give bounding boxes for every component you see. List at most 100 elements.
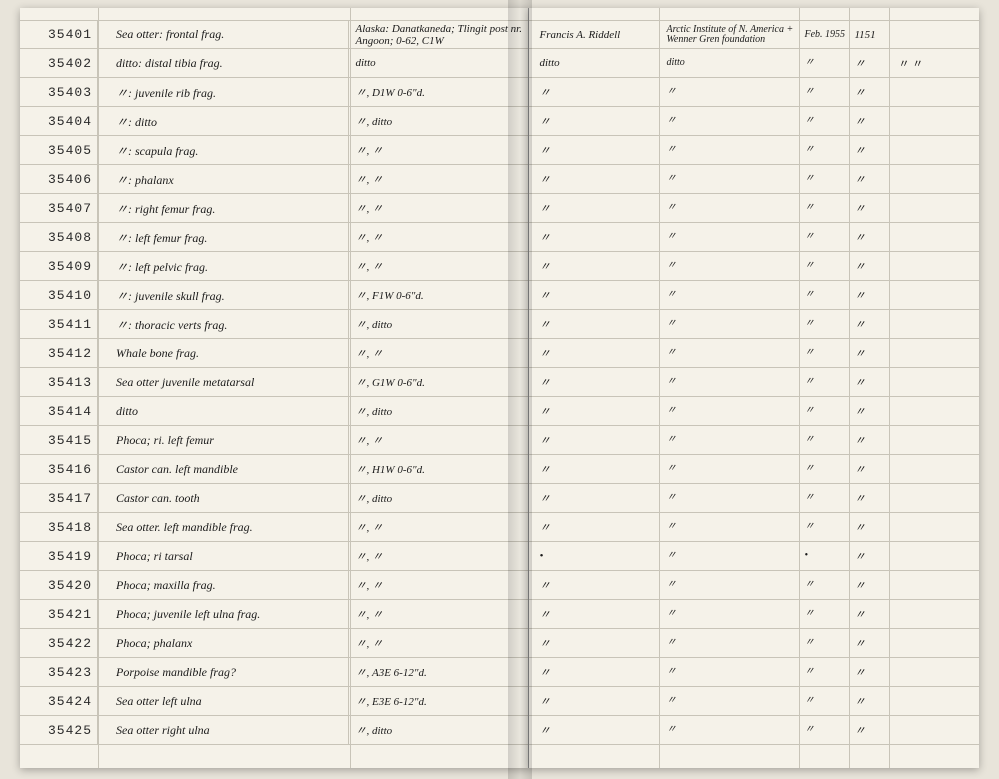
ledger-row: 〃〃〃〃 <box>529 484 979 513</box>
catalog-number: 〃 <box>849 194 889 222</box>
specimen-id: 35420 <box>20 571 98 599</box>
ledger-row: 35410〃: juvenile skull frag.〃, F1W 0-6"d… <box>20 281 528 310</box>
catalog-number: 〃 <box>849 513 889 541</box>
ledger-row: 35418Sea otter. left mandible frag.〃, 〃 <box>20 513 528 542</box>
collector: 〃 <box>529 455 659 483</box>
specimen-description: Sea otter: frontal frag. <box>98 21 348 48</box>
ledger-row: 35412Whale bone frag.〃, 〃 <box>20 339 528 368</box>
locality: 〃, 〃 <box>348 339 528 367</box>
ledger-row: 〃〃〃〃 <box>529 107 979 136</box>
remarks <box>889 78 949 106</box>
ledger-row: 〃〃〃〃 <box>529 397 979 426</box>
date: 〃 <box>799 78 849 106</box>
ledger-row: 35417Castor can. tooth〃, ditto <box>20 484 528 513</box>
date: 〃 <box>799 600 849 628</box>
ledger-row: Francis A. RiddellArctic Institute of N.… <box>529 20 979 49</box>
right-rows: Francis A. RiddellArctic Institute of N.… <box>529 8 979 745</box>
specimen-description: ditto: distal tibia frag. <box>98 49 348 77</box>
date: 〃 <box>799 281 849 309</box>
ledger-row: 〃〃〃〃 <box>529 455 979 484</box>
institution: 〃 <box>659 513 799 541</box>
catalog-number: 〃 <box>849 281 889 309</box>
remarks <box>889 223 949 251</box>
remarks <box>889 165 949 193</box>
remarks <box>889 600 949 628</box>
specimen-id: 35412 <box>20 339 98 367</box>
catalog-number: 〃 <box>849 397 889 425</box>
catalog-number: 〃 <box>849 426 889 454</box>
collector: 〃 <box>529 397 659 425</box>
date: 〃 <box>799 658 849 686</box>
ledger-row: 35405〃: scapula frag.〃, 〃 <box>20 136 528 165</box>
date: 〃 <box>799 571 849 599</box>
collector: 〃 <box>529 513 659 541</box>
catalog-number: 1151 <box>849 21 889 48</box>
catalog-number: 〃 <box>849 571 889 599</box>
specimen-id: 35408 <box>20 223 98 251</box>
specimen-id: 35403 <box>20 78 98 106</box>
institution: 〃 <box>659 397 799 425</box>
catalog-number: 〃 <box>849 78 889 106</box>
catalog-number: 〃 <box>849 600 889 628</box>
specimen-id: 35401 <box>20 21 98 48</box>
ledger-row: 35404〃: ditto〃, ditto <box>20 107 528 136</box>
ledger-row: 35425Sea otter right ulna〃, ditto <box>20 716 528 745</box>
institution: 〃 <box>659 629 799 657</box>
specimen-description: Sea otter left ulna <box>98 687 348 715</box>
ledger-row: 〃〃〃〃 <box>529 165 979 194</box>
specimen-id: 35419 <box>20 542 98 570</box>
specimen-description: Phoca; juvenile left ulna frag. <box>98 600 348 628</box>
catalog-number: 〃 <box>849 49 889 77</box>
institution: 〃 <box>659 339 799 367</box>
date: • <box>799 542 849 570</box>
remarks <box>889 107 949 135</box>
specimen-description: Porpoise mandible frag? <box>98 658 348 686</box>
institution: 〃 <box>659 687 799 715</box>
ledger-row: 〃〃〃〃 <box>529 426 979 455</box>
date: 〃 <box>799 426 849 454</box>
locality: 〃, A3E 6-12"d. <box>348 658 528 686</box>
institution: 〃 <box>659 194 799 222</box>
ledger-row: 35411〃: thoracic verts frag.〃, ditto <box>20 310 528 339</box>
specimen-description: 〃: ditto <box>98 107 348 135</box>
specimen-description: Sea otter. left mandible frag. <box>98 513 348 541</box>
date: 〃 <box>799 687 849 715</box>
ledger-row: 〃〃〃〃 <box>529 339 979 368</box>
right-page: Francis A. RiddellArctic Institute of N.… <box>529 8 979 768</box>
date: 〃 <box>799 455 849 483</box>
locality: 〃, ditto <box>348 397 528 425</box>
ledger-row: 〃〃〃〃 <box>529 600 979 629</box>
collector: 〃 <box>529 310 659 338</box>
institution: 〃 <box>659 136 799 164</box>
specimen-id: 35423 <box>20 658 98 686</box>
date: 〃 <box>799 368 849 396</box>
date: 〃 <box>799 107 849 135</box>
ledger-row: 35419Phoca; ri tarsal〃, 〃 <box>20 542 528 571</box>
ledger-row: 〃〃〃〃 <box>529 716 979 745</box>
collector: 〃 <box>529 281 659 309</box>
specimen-description: Sea otter right ulna <box>98 716 348 744</box>
remarks <box>889 542 949 570</box>
book-spine <box>508 0 532 779</box>
catalog-number: 〃 <box>849 252 889 280</box>
institution: 〃 <box>659 310 799 338</box>
remarks <box>889 658 949 686</box>
collector: 〃 <box>529 629 659 657</box>
ledger-row: 35415Phoca; ri. left femur〃, 〃 <box>20 426 528 455</box>
locality: 〃, 〃 <box>348 223 528 251</box>
specimen-id: 35425 <box>20 716 98 744</box>
locality: 〃, ditto <box>348 107 528 135</box>
date: 〃 <box>799 629 849 657</box>
specimen-description: Sea otter juvenile metatarsal <box>98 368 348 396</box>
ledger-row: 〃〃〃〃 <box>529 252 979 281</box>
specimen-id: 35406 <box>20 165 98 193</box>
date: 〃 <box>799 223 849 251</box>
locality: 〃, ditto <box>348 716 528 744</box>
date: 〃 <box>799 165 849 193</box>
date: 〃 <box>799 49 849 77</box>
specimen-description: 〃: thoracic verts frag. <box>98 310 348 338</box>
collector: • <box>529 542 659 570</box>
specimen-description: 〃: right femur frag. <box>98 194 348 222</box>
specimen-id: 35407 <box>20 194 98 222</box>
catalog-number: 〃 <box>849 687 889 715</box>
